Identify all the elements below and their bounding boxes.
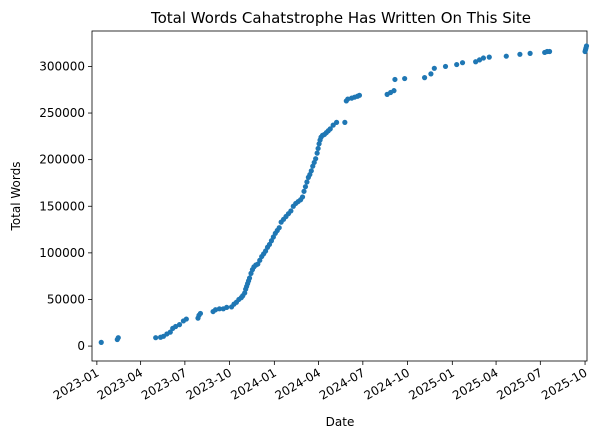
x-tick-label: 2025-04 bbox=[450, 365, 500, 402]
data-point bbox=[345, 96, 351, 102]
data-point bbox=[392, 76, 398, 83]
data-point bbox=[176, 322, 183, 328]
data-point bbox=[517, 51, 523, 57]
data-point bbox=[459, 60, 466, 66]
data-point bbox=[308, 168, 314, 174]
data-point bbox=[546, 48, 553, 55]
data-markers bbox=[98, 43, 590, 345]
x-tick-label: 2024-10 bbox=[362, 365, 412, 402]
data-point bbox=[304, 179, 310, 185]
data-point bbox=[224, 304, 230, 310]
plot-area-frame bbox=[91, 30, 588, 362]
data-point bbox=[503, 53, 509, 59]
x-tick-label: 2025-01 bbox=[406, 365, 456, 402]
data-point bbox=[391, 88, 397, 94]
data-point bbox=[173, 323, 179, 330]
data-point bbox=[356, 92, 363, 98]
data-point bbox=[302, 184, 309, 190]
x-axis-title: Date bbox=[326, 415, 355, 429]
data-point bbox=[315, 145, 321, 152]
x-tick-label: 2024-04 bbox=[273, 365, 323, 402]
x-tick-label: 2023-01 bbox=[51, 365, 101, 402]
x-tick-label: 2025-10 bbox=[539, 365, 589, 402]
data-point bbox=[299, 194, 306, 200]
data-point bbox=[486, 54, 492, 60]
data-point bbox=[276, 225, 282, 231]
x-tick-label: 2023-10 bbox=[184, 365, 234, 402]
data-point bbox=[473, 59, 479, 65]
chart-title: Total Words Cahatstrophe Has Written On … bbox=[150, 9, 531, 27]
y-tick-label: 0 bbox=[77, 339, 85, 353]
y-tick-label: 50000 bbox=[47, 292, 85, 306]
data-point bbox=[246, 275, 253, 281]
data-point bbox=[313, 156, 319, 162]
x-axis: 2023-012023-042023-072023-102024-012024-… bbox=[51, 361, 590, 403]
x-tick-label: 2023-04 bbox=[95, 365, 145, 402]
data-point bbox=[115, 335, 121, 341]
data-point bbox=[428, 71, 434, 77]
data-point bbox=[480, 55, 487, 61]
x-tick-label: 2024-07 bbox=[317, 365, 367, 402]
y-tick-label: 250000 bbox=[39, 106, 85, 120]
x-tick-label: 2025-07 bbox=[494, 365, 544, 402]
data-point bbox=[301, 188, 307, 194]
data-point bbox=[212, 307, 219, 313]
data-point bbox=[476, 57, 483, 63]
data-point bbox=[314, 150, 320, 156]
data-point bbox=[333, 119, 340, 125]
y-tick-label: 300000 bbox=[39, 59, 85, 73]
data-point bbox=[454, 61, 460, 68]
x-tick-label: 2024-01 bbox=[228, 365, 278, 402]
data-point bbox=[431, 65, 437, 71]
data-point bbox=[527, 50, 533, 56]
data-point bbox=[402, 75, 408, 82]
data-point bbox=[197, 310, 204, 317]
data-point bbox=[327, 126, 333, 132]
data-point bbox=[183, 316, 189, 322]
data-point bbox=[342, 119, 348, 125]
y-axis: 0 50000 100000 150000 200000 250000 300000 bbox=[39, 59, 92, 353]
data-point bbox=[421, 75, 428, 81]
data-point bbox=[442, 63, 449, 70]
data-point bbox=[288, 208, 294, 214]
data-point bbox=[167, 329, 173, 335]
data-point bbox=[216, 306, 222, 312]
data-point bbox=[153, 335, 159, 341]
y-axis-title: Total Words bbox=[9, 162, 23, 232]
data-point bbox=[583, 43, 590, 49]
y-tick-label: 100000 bbox=[39, 246, 85, 260]
x-tick-label: 2023-07 bbox=[139, 365, 189, 402]
data-point bbox=[98, 339, 104, 345]
y-tick-label: 150000 bbox=[39, 199, 85, 213]
y-tick-label: 200000 bbox=[39, 153, 85, 167]
